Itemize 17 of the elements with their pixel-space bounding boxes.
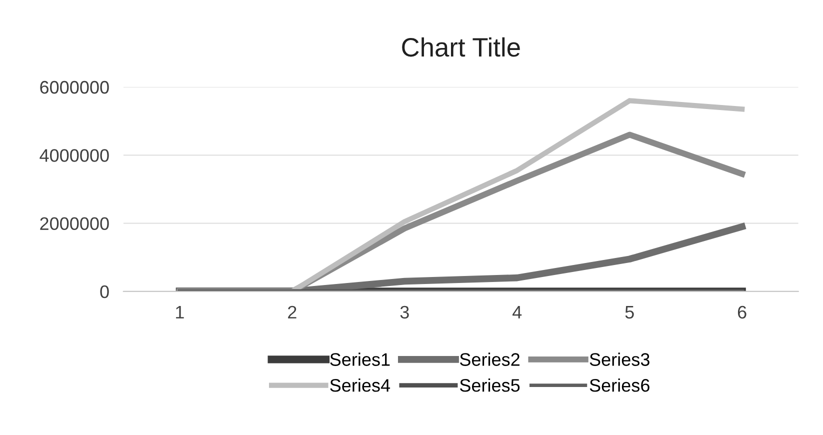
legend-label: Series5 <box>460 378 520 392</box>
legend-label: Series6 <box>590 378 650 392</box>
chart-title: Chart Title <box>402 37 520 57</box>
y-tick-label: 4000000 <box>40 149 109 162</box>
x-tick-label: 3 <box>400 306 409 319</box>
y-tick-label: 6000000 <box>40 80 109 94</box>
y-tick-label: 0 <box>100 285 109 298</box>
legend-label: Series3 <box>590 352 650 366</box>
x-tick-label: 4 <box>512 306 522 318</box>
legend-label: Series4 <box>330 378 390 392</box>
x-tick-label: 2 <box>288 306 296 318</box>
x-tick-label: 6 <box>738 306 746 319</box>
x-tick-label: 5 <box>625 306 634 319</box>
y-tick-label: 2000000 <box>40 217 109 230</box>
legend-label: Series1 <box>330 352 390 366</box>
x-tick-label: 1 <box>176 306 184 318</box>
legend-label: Series2 <box>460 352 520 366</box>
